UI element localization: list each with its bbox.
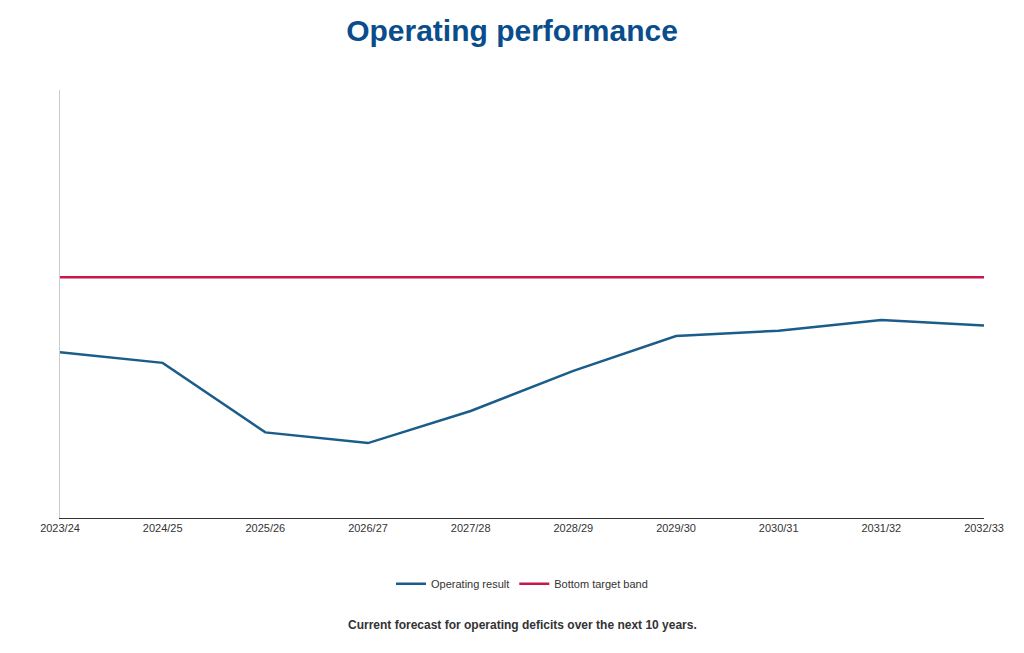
svg-text:2030/31: 2030/31 <box>759 522 799 534</box>
svg-text:Operating result: Operating result <box>431 578 509 590</box>
svg-text:Bottom target band: Bottom target band <box>554 578 648 590</box>
svg-text:2025/26: 2025/26 <box>245 522 285 534</box>
svg-text:2024/25: 2024/25 <box>143 522 183 534</box>
svg-text:2028/29: 2028/29 <box>553 522 593 534</box>
svg-text:2026/27: 2026/27 <box>348 522 388 534</box>
svg-text:2023/24: 2023/24 <box>40 522 80 534</box>
svg-text:2031/32: 2031/32 <box>861 522 901 534</box>
svg-text:2027/28: 2027/28 <box>451 522 491 534</box>
svg-text:Current forecast for operating: Current forecast for operating deficits … <box>348 618 697 632</box>
svg-text:2032/33: 2032/33 <box>964 522 1004 534</box>
svg-text:2029/30: 2029/30 <box>656 522 696 534</box>
svg-text:Operating performance: Operating performance <box>346 14 678 47</box>
